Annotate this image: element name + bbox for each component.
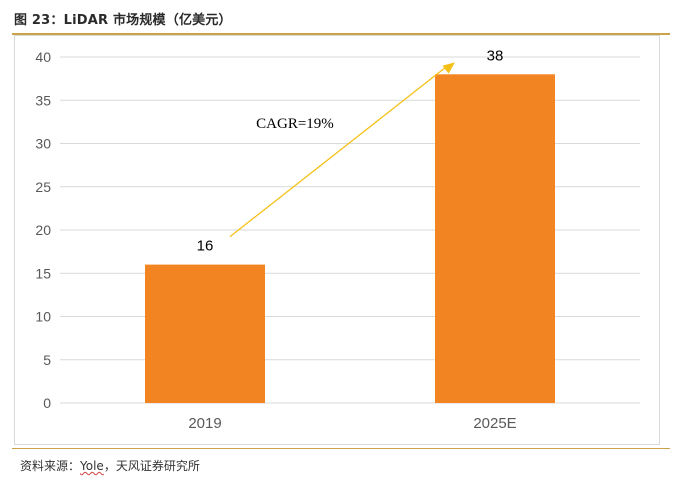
y-tick-label: 40 [35, 49, 51, 65]
y-tick-label: 5 [43, 352, 51, 368]
y-tick-label: 35 [35, 92, 51, 108]
figure-title: 图 23：LiDAR 市场规模（亿美元） [14, 13, 232, 28]
x-tick-label: 2025E [473, 415, 516, 432]
source-prefix: 资料来源： [20, 459, 81, 473]
source-suffix: ，天风证券研究所 [103, 459, 200, 473]
title-rule [12, 33, 670, 35]
bar-2019 [145, 264, 265, 403]
bar-2025E [435, 74, 555, 404]
cagr-arrow-head [442, 62, 455, 74]
y-axis-ticks: 0 5 10 15 20 25 30 35 40 [35, 49, 51, 411]
source-note: 资料来源：Yole，天风证券研究所 [20, 457, 200, 474]
source-rule [12, 448, 670, 449]
y-tick-label: 20 [35, 222, 51, 238]
x-tick-label: 2019 [188, 415, 221, 432]
data-label: 38 [487, 47, 504, 64]
chart-frame [14, 35, 660, 445]
y-tick-label: 0 [43, 395, 51, 411]
y-tick-label: 15 [35, 265, 51, 281]
cagr-label: CAGR=19% [256, 116, 334, 132]
x-axis-labels: 2019 2025E [188, 415, 516, 432]
data-label: 16 [197, 238, 214, 255]
source-name: Yole [80, 459, 104, 473]
y-tick-label: 10 [35, 309, 51, 325]
bars [145, 74, 555, 404]
y-tick-label: 30 [35, 136, 51, 152]
y-tick-label: 25 [35, 179, 51, 195]
cagr-annotation: CAGR=19% [229, 62, 455, 238]
cagr-arrow-line [229, 65, 448, 238]
